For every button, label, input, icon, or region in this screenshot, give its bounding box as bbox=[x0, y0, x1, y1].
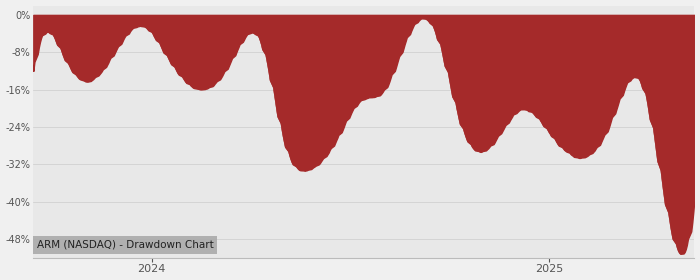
Text: ARM (NASDAQ) - Drawdown Chart: ARM (NASDAQ) - Drawdown Chart bbox=[36, 240, 214, 250]
